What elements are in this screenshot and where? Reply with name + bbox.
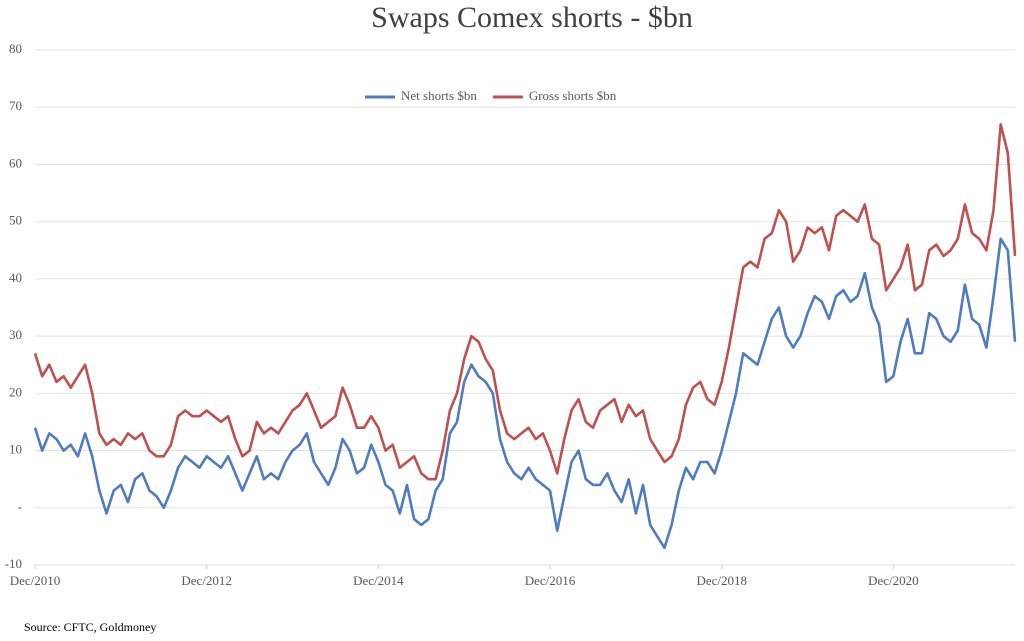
y-tick-label: 40 xyxy=(9,270,22,285)
source-note: Source: CFTC, Goldmoney xyxy=(24,620,156,634)
x-tick-label: Dec/2012 xyxy=(181,573,232,588)
y-tick-label: 20 xyxy=(9,384,22,399)
y-tick-label: 70 xyxy=(9,98,22,113)
x-tick-label: Dec/2020 xyxy=(868,573,919,588)
y-tick-label: 80 xyxy=(9,41,22,56)
x-tick-label: Dec/2010 xyxy=(10,573,61,588)
x-tick-label: Dec/2018 xyxy=(696,573,747,588)
legend-label: Net shorts $bn xyxy=(401,88,477,103)
x-tick-label: Dec/2014 xyxy=(353,573,404,588)
series-line xyxy=(33,123,1017,481)
series-line xyxy=(33,237,1017,550)
chart-title: Swaps Comex shorts - $bn xyxy=(371,1,693,34)
y-tick-label: 50 xyxy=(9,213,22,228)
y-tick-label: - xyxy=(18,499,22,514)
y-tick-label: -10 xyxy=(5,556,22,571)
x-tick-label: Dec/2016 xyxy=(525,573,576,588)
y-tick-label: 60 xyxy=(9,155,22,170)
y-tick-label: 10 xyxy=(9,442,22,457)
y-tick-label: 30 xyxy=(9,327,22,342)
legend-label: Gross shorts $bn xyxy=(529,88,617,103)
